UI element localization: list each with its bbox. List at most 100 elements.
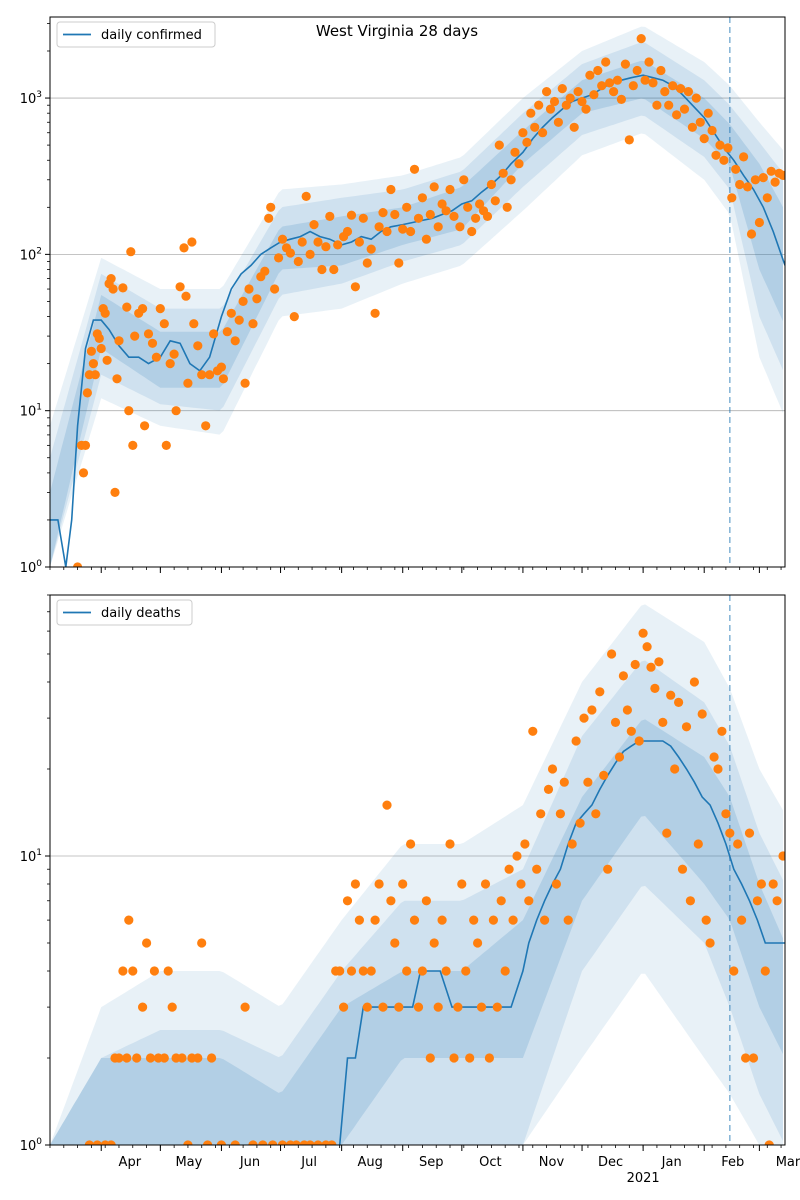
observed-point [398,224,408,234]
observed-point [498,168,508,178]
observed-point [417,193,427,203]
observed-point [437,199,447,209]
observed-point [461,966,471,976]
observed-point [327,1140,337,1145]
middle-band [50,42,783,567]
observed-point [703,108,713,118]
observed-point [329,264,339,275]
observed-point [73,562,83,567]
observed-point [486,179,496,190]
observed-point [542,87,552,97]
observed-point [674,697,684,708]
observed-point [429,182,439,192]
observed-point [149,966,159,976]
observed-point [118,966,128,976]
observed-point [609,87,619,97]
observed-point [378,1002,388,1012]
observed-point [240,1002,250,1012]
observed-point [402,966,412,976]
observed-point [445,184,455,195]
observed-point [695,117,705,127]
observed-point [374,222,384,232]
observed-point [701,915,711,925]
observed-point [492,1002,502,1012]
observed-point [575,818,585,828]
observed-point [193,341,203,351]
observed-point [110,487,120,497]
observed-point [390,209,400,220]
observed-point [670,764,680,774]
observed-point [167,1002,177,1012]
observed-point [743,182,753,192]
observed-point [205,370,215,380]
middle-band [50,660,783,1145]
observed-point [610,717,621,728]
observed-point [333,240,343,250]
observed-point [583,777,593,787]
observed-point [114,1053,124,1063]
observed-point [644,57,654,67]
observed-point [516,879,526,889]
observed-point [766,166,776,176]
observed-point [597,81,607,91]
observed-point [441,206,451,216]
observed-point [80,440,91,450]
observed-point [409,915,420,925]
observed-point [543,784,554,795]
observed-point [354,237,364,247]
observed-point [473,938,483,948]
observed-point [480,879,491,889]
observed-point [778,170,785,180]
observed-point [305,1140,315,1145]
observed-point [518,128,528,138]
observed-point [719,155,729,165]
observed-point [689,677,700,687]
observed-point [705,938,715,948]
observed-point [646,662,656,672]
observed-point [760,966,770,976]
observed-point [317,264,327,275]
observed-point [313,1140,323,1145]
observed-point [88,359,98,369]
x-year-label: 2021 [627,1171,660,1186]
observed-point [502,202,512,212]
observed-point [230,1140,240,1145]
observed-point [151,352,161,362]
observed-point [218,374,228,384]
observed-point [394,1002,404,1012]
observed-point [433,222,443,232]
observed-point [717,726,727,736]
observed-point [108,284,118,294]
observed-point [707,125,717,136]
observed-point [648,78,658,88]
observed-point [244,284,254,294]
observed-point [677,864,688,874]
observed-point [524,896,534,906]
observed-point [679,104,690,114]
observed-point [713,764,723,774]
observed-point [362,258,372,268]
observed-point [577,96,587,107]
observed-point [366,966,376,976]
observed-point [106,1140,116,1145]
observed-point [490,196,500,206]
y-tick-label: 101 [20,403,42,420]
observed-point [143,329,154,339]
observed-point [471,213,481,223]
observed-point [342,226,353,237]
deaths-panel: 100 101 Apr May Jun Jul Aug Sep Oct Nov Dec Jan Feb M… [20,594,800,1186]
x-tick-label: Jul [300,1155,317,1170]
observed-point [350,879,360,889]
observed-point [725,828,735,838]
plot-area [50,595,785,1145]
observed-point [394,258,404,268]
y-tick-label: 102 [20,246,42,263]
figure-title: West Virginia 28 days [316,22,478,40]
observed-point [571,736,581,746]
observed-point [382,800,392,810]
observed-point [638,628,648,638]
legend-box [56,21,216,48]
x-tick-label: Dec [598,1155,623,1170]
observed-point [555,809,566,819]
observed-point [453,1002,463,1012]
